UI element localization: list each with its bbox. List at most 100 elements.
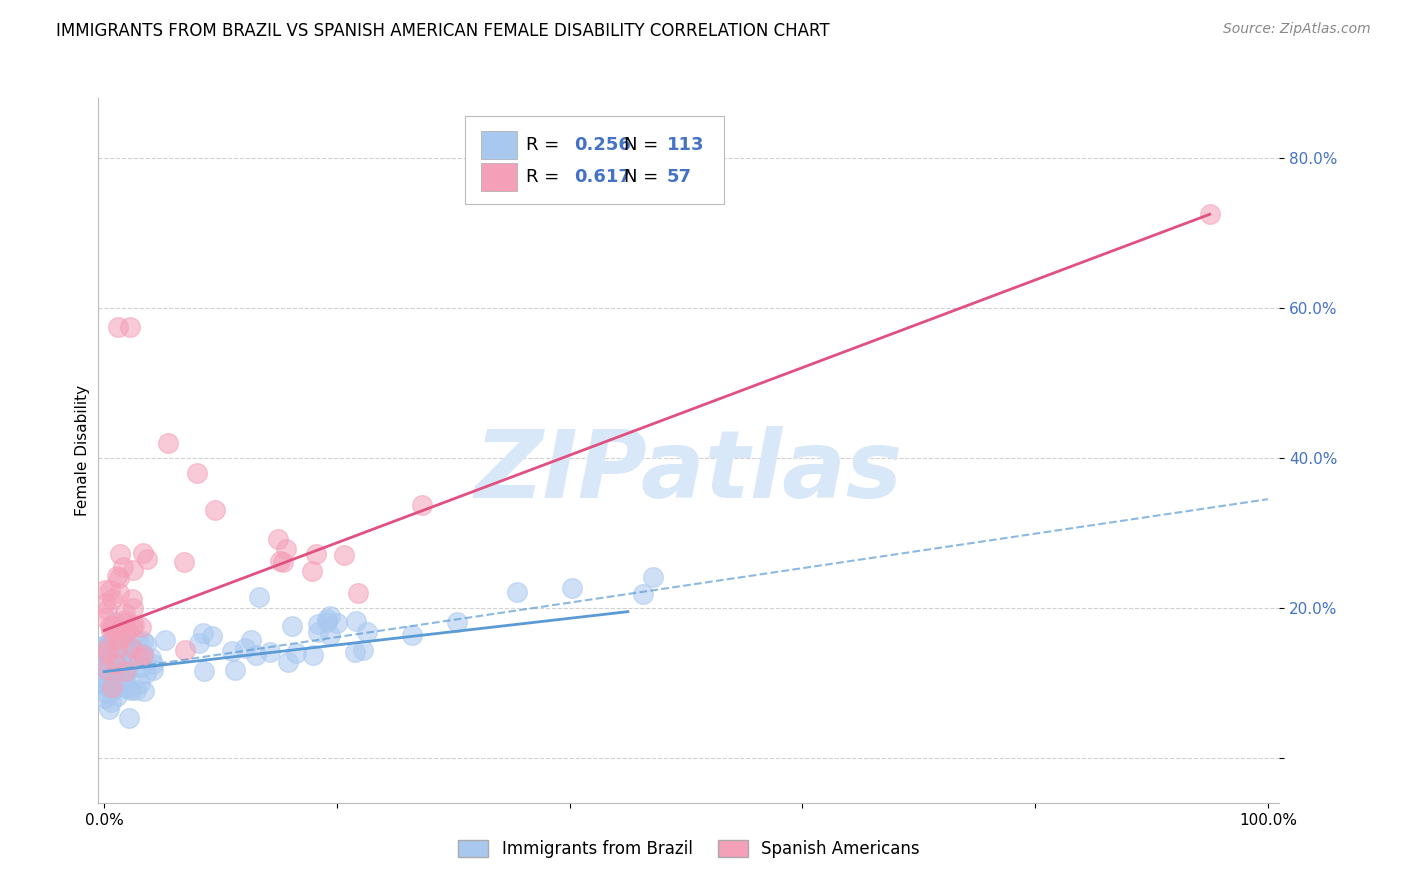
Legend: Immigrants from Brazil, Spanish Americans: Immigrants from Brazil, Spanish American… — [451, 833, 927, 865]
Point — [135, 637, 157, 651]
Point — [98, 681, 121, 695]
Point — [121, 592, 143, 607]
Point — [186, 466, 208, 480]
Point — [103, 671, 125, 685]
Point — [128, 650, 150, 665]
Point — [94, 641, 117, 656]
Text: 113: 113 — [666, 136, 704, 153]
Point — [271, 555, 294, 569]
Point — [100, 654, 122, 668]
Point — [96, 670, 118, 684]
Point — [117, 682, 139, 697]
Point — [125, 682, 148, 697]
Point — [96, 681, 118, 695]
Point — [132, 634, 155, 648]
Point — [96, 672, 118, 686]
Point — [100, 670, 122, 684]
Point — [506, 585, 529, 599]
Text: 57: 57 — [666, 168, 692, 186]
Point — [108, 661, 131, 675]
Text: 0.256: 0.256 — [575, 136, 631, 153]
Point — [129, 660, 152, 674]
Point — [96, 670, 118, 684]
Point — [319, 628, 342, 642]
Point — [344, 645, 367, 659]
Point — [319, 608, 342, 623]
Point — [114, 637, 136, 651]
Point — [302, 648, 325, 662]
Point — [187, 636, 209, 650]
Point — [101, 659, 124, 673]
Point — [94, 665, 117, 679]
Point — [98, 665, 121, 679]
Point — [127, 633, 149, 648]
Point — [104, 666, 127, 681]
Point — [96, 661, 118, 675]
Point — [344, 614, 367, 628]
Point — [96, 648, 118, 662]
Point — [94, 662, 117, 676]
Point — [94, 670, 117, 684]
Point — [101, 683, 124, 698]
Point — [356, 624, 378, 639]
Point — [153, 633, 176, 648]
Point — [114, 664, 136, 678]
FancyBboxPatch shape — [481, 130, 516, 159]
Point — [121, 648, 143, 662]
Point — [305, 548, 328, 562]
Point — [105, 667, 128, 681]
Point — [94, 653, 117, 667]
Point — [346, 585, 368, 599]
Point — [259, 644, 281, 658]
Point — [134, 684, 156, 698]
Point — [191, 626, 214, 640]
Point — [247, 591, 270, 605]
Point — [132, 648, 155, 662]
Point — [104, 615, 127, 630]
Point — [135, 552, 157, 566]
Point — [96, 638, 118, 652]
Point — [107, 681, 129, 695]
Point — [1198, 207, 1220, 221]
Point — [98, 673, 121, 687]
Point — [274, 542, 297, 557]
Point — [107, 632, 129, 647]
Point — [97, 639, 120, 653]
Point — [307, 617, 329, 632]
Text: 0.617: 0.617 — [575, 168, 631, 186]
Point — [117, 624, 139, 639]
Point — [267, 532, 290, 546]
Point — [233, 641, 256, 656]
Point — [98, 583, 121, 598]
Point — [128, 676, 150, 690]
Point — [105, 675, 128, 690]
Point — [94, 686, 117, 700]
Point — [94, 675, 117, 690]
Point — [96, 669, 118, 683]
Point — [204, 503, 226, 517]
Point — [224, 663, 246, 677]
Point — [108, 547, 131, 561]
Point — [239, 632, 262, 647]
Point — [561, 581, 583, 595]
Point — [103, 646, 125, 660]
Text: N =: N = — [624, 136, 664, 153]
Text: Source: ZipAtlas.com: Source: ZipAtlas.com — [1223, 22, 1371, 37]
Point — [105, 657, 128, 672]
Point — [101, 680, 124, 694]
Point — [446, 615, 468, 629]
Point — [316, 615, 339, 629]
Point — [110, 631, 132, 645]
Point — [301, 565, 323, 579]
Point — [108, 572, 131, 586]
Point — [277, 655, 299, 669]
Point — [141, 651, 163, 665]
Point — [122, 563, 145, 577]
Point — [104, 631, 127, 645]
Point — [105, 657, 128, 671]
Point — [631, 587, 654, 601]
Point — [401, 627, 423, 641]
Point — [316, 612, 339, 626]
Point — [96, 603, 118, 617]
Point — [124, 618, 146, 632]
